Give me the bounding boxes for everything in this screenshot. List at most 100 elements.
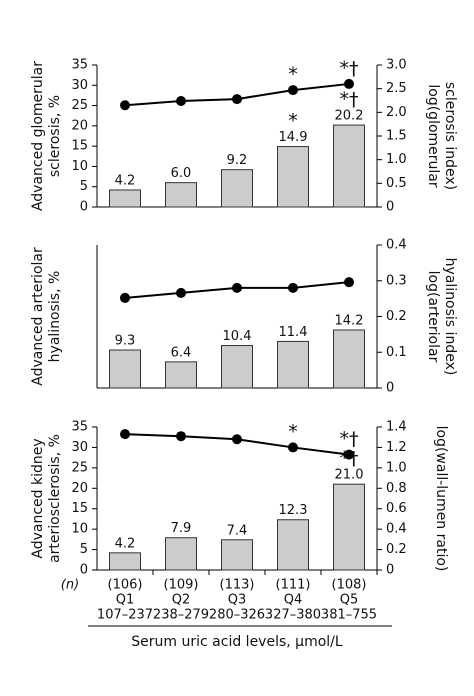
line-marker	[120, 429, 130, 440]
bar	[333, 329, 365, 389]
line-marker	[232, 94, 242, 105]
y2-tick-label: 1.2	[386, 440, 407, 455]
y2-axis-title: hyalinosis index)	[442, 258, 458, 376]
line-marker	[232, 282, 242, 293]
y2-tick-label: 0.8	[386, 481, 407, 496]
bar	[165, 361, 197, 389]
y2-tick-label: 1.5	[386, 129, 407, 144]
y2-tick-label: 2.5	[386, 81, 407, 96]
line-marker	[176, 431, 186, 442]
y-axis-title: hyalinosis, %	[47, 271, 63, 363]
range-label: 238–279	[153, 608, 209, 623]
y2-tick-label: 0	[386, 381, 394, 396]
y-axis-title: Advanced arteriolar	[30, 247, 46, 386]
significance-label: *	[288, 421, 298, 443]
line-marker	[288, 85, 298, 96]
count-label: (109)	[164, 578, 199, 593]
bar	[277, 146, 309, 208]
y2-tick-label: 0.5	[386, 176, 407, 191]
bar-value-label: 20.2	[335, 109, 364, 124]
significance-label: *†	[340, 57, 359, 79]
y2-axis-title: log(glomerular	[425, 84, 441, 187]
bar-value-label: 9.2	[227, 153, 248, 168]
bar-value-label: 10.4	[223, 329, 252, 344]
y-tick-label: 15	[71, 501, 88, 516]
bar	[165, 182, 197, 208]
bar-value-label: 11.4	[279, 325, 308, 340]
y2-axis-title: sclerosis index)	[442, 82, 458, 190]
y-tick-label: 0	[80, 563, 88, 578]
y-tick-label: 25	[71, 98, 88, 113]
bar-value-label: 21.0	[335, 468, 364, 483]
x-tick-label: Q3	[228, 593, 247, 608]
line-marker	[344, 78, 354, 89]
bar	[221, 539, 253, 571]
y-tick-label: 35	[71, 58, 88, 73]
significance-label: *†	[340, 428, 359, 450]
y-axis-title: sclerosis, %	[47, 95, 63, 177]
line-marker	[232, 434, 242, 445]
y2-tick-label: 0.6	[386, 501, 407, 516]
x-axis-title: Serum uric acid levels, µmol/L	[131, 634, 343, 650]
line-marker	[176, 287, 186, 298]
y2-tick-label: 2.0	[386, 105, 407, 120]
x-tick-label: Q5	[340, 593, 359, 608]
line-marker	[120, 292, 130, 303]
y2-tick-label: 0.2	[386, 542, 407, 557]
y-axis-title: Advanced kidney	[30, 438, 46, 558]
x-tick-label: Q1	[116, 593, 135, 608]
y2-tick-label: 0.4	[386, 238, 407, 253]
bar	[277, 519, 309, 571]
line-marker	[288, 282, 298, 293]
y-tick-label: 5	[80, 542, 88, 557]
bar	[109, 349, 141, 389]
y2-tick-label: 0	[386, 563, 394, 578]
line-marker	[344, 449, 354, 460]
bar	[221, 345, 253, 389]
bar-value-label: 7.4	[227, 523, 248, 538]
significance-label: *	[288, 64, 298, 86]
y2-tick-label: 0.2	[386, 309, 407, 324]
line-marker	[288, 442, 298, 453]
y-tick-label: 10	[71, 159, 88, 174]
y-tick-label: 10	[71, 522, 88, 537]
y-tick-label: 30	[71, 78, 88, 93]
y2-tick-label: 1.0	[386, 152, 407, 167]
y-axis-title: Advanced glomerular	[30, 61, 46, 211]
bar-value-label: 9.3	[115, 334, 136, 349]
range-label: 381–755	[321, 608, 377, 623]
significance-label: *†	[340, 89, 359, 111]
y2-tick-label: 1.0	[386, 460, 407, 475]
x-tick-label: Q4	[284, 593, 303, 608]
y-tick-label: 35	[71, 420, 88, 435]
count-label: (106)	[108, 578, 143, 593]
bar	[109, 552, 141, 571]
y-tick-label: 20	[71, 118, 88, 133]
y2-tick-label: 0.4	[386, 522, 407, 537]
count-label: (111)	[276, 578, 311, 593]
line-marker	[120, 100, 130, 111]
range-label: 107–237	[97, 608, 153, 623]
y2-tick-label: 0.1	[386, 345, 407, 360]
y-tick-label: 15	[71, 139, 88, 154]
line-marker	[344, 277, 354, 288]
bar	[221, 169, 253, 208]
y-axis-title: arteriosclerosis, %	[47, 434, 63, 563]
range-label: 280–326	[209, 608, 265, 623]
n-label: (n)	[61, 578, 79, 593]
bar	[333, 124, 365, 208]
bar-value-label: 12.3	[279, 503, 308, 518]
y2-axis-title: log(wall-lumen ratio)	[433, 426, 449, 572]
bar-value-label: 4.2	[115, 173, 136, 188]
bar	[109, 189, 141, 208]
count-label: (108)	[332, 578, 367, 593]
range-label: 327–380	[265, 608, 321, 623]
y2-tick-label: 0.3	[386, 273, 407, 288]
y-tick-label: 0	[80, 200, 88, 215]
bar	[333, 483, 365, 571]
bar-value-label: 6.0	[171, 166, 192, 181]
significance-label: *	[288, 110, 298, 132]
bar-value-label: 14.9	[279, 130, 308, 145]
count-label: (113)	[220, 578, 255, 593]
